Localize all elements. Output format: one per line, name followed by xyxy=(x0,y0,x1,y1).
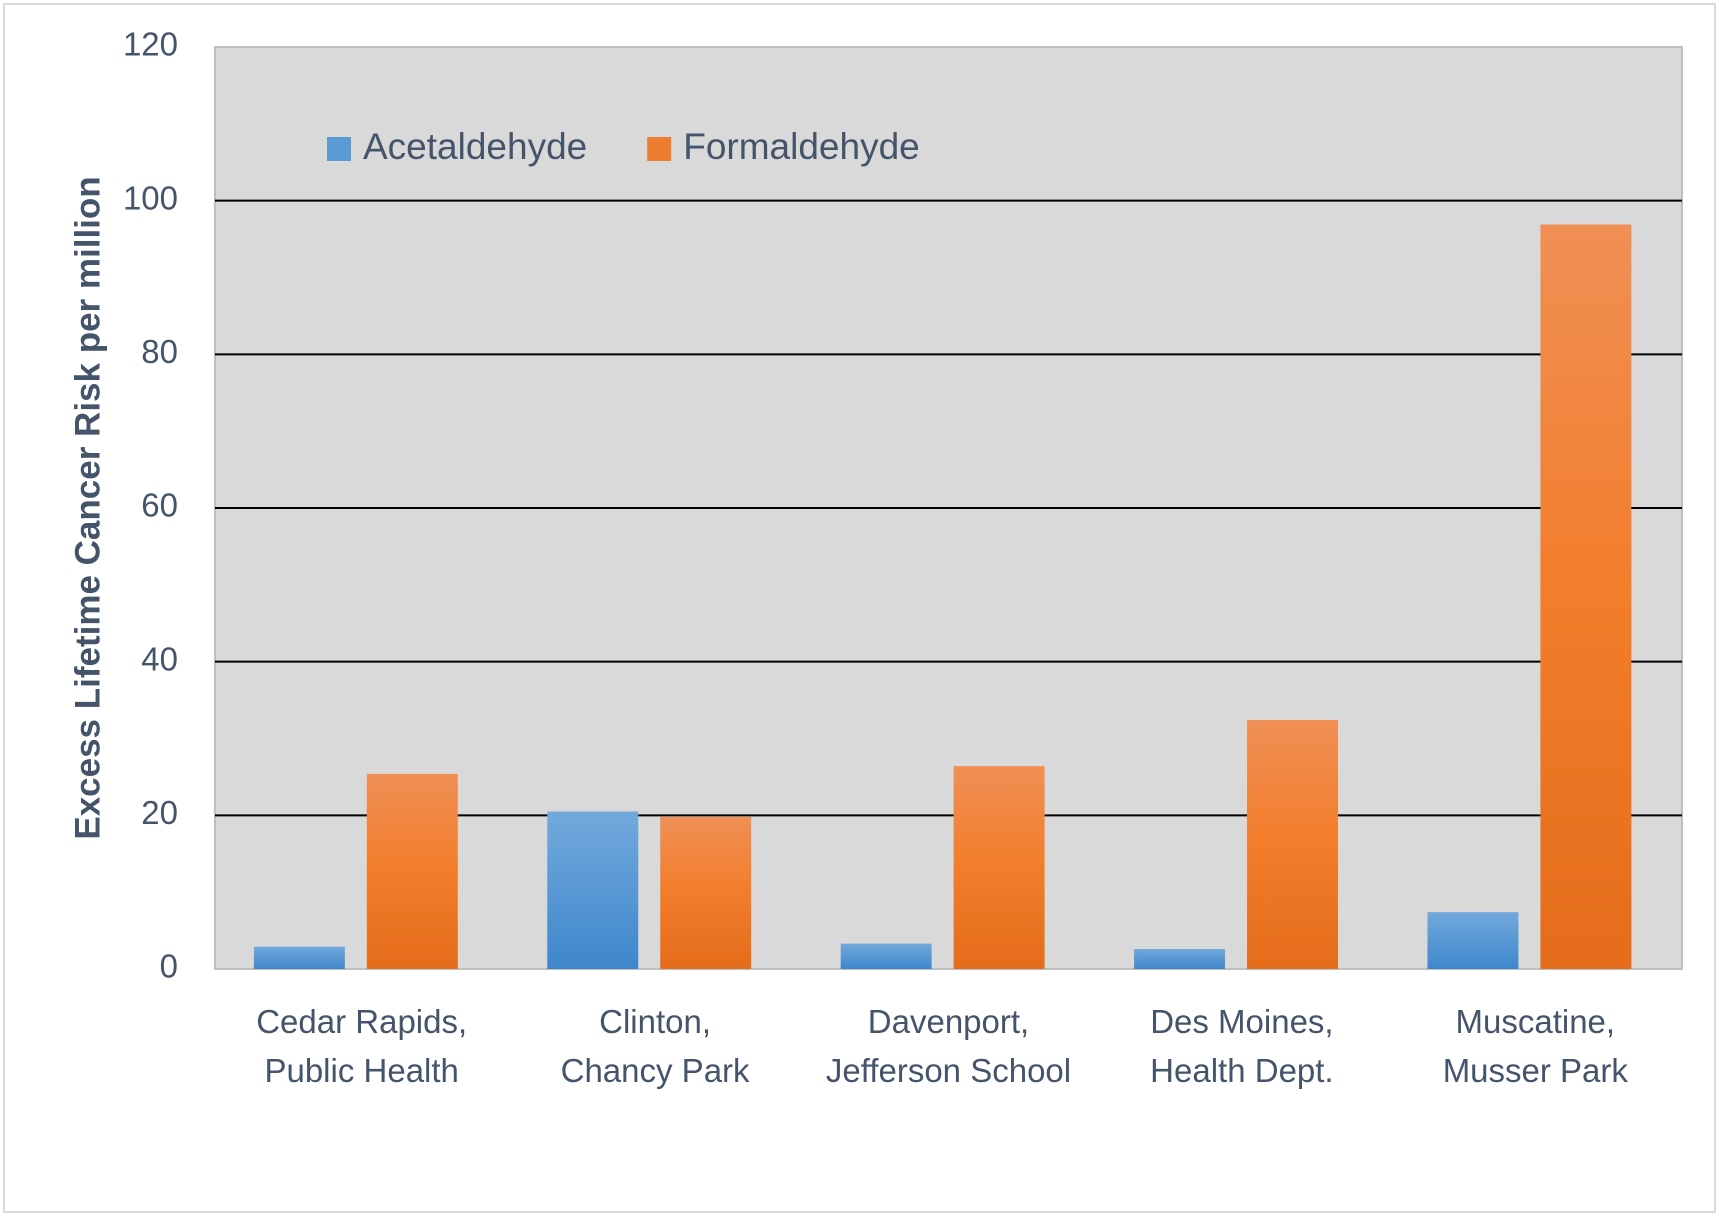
bar xyxy=(1134,949,1226,969)
legend-label: Formaldehyde xyxy=(683,126,920,167)
x-tick-label: Des Moines, Health Dept. xyxy=(1150,1003,1333,1089)
x-tick-label: Clinton, Chancy Park xyxy=(561,1003,750,1089)
y-tick-label: 80 xyxy=(141,333,178,370)
x-tick-label-line: Muscatine, xyxy=(1456,1003,1616,1040)
legend-swatch xyxy=(327,137,351,161)
y-tick-label: 120 xyxy=(123,26,178,63)
y-tick-label: 40 xyxy=(141,640,178,677)
y-tick-label: 60 xyxy=(141,487,178,524)
bar xyxy=(840,943,932,969)
bar xyxy=(1247,720,1338,969)
bar xyxy=(547,811,639,969)
y-tick-label: 0 xyxy=(160,948,178,985)
legend-label: Acetaldehyde xyxy=(363,126,587,167)
x-tick-label-line: Davenport, xyxy=(868,1003,1029,1040)
x-tick-label-line: Clinton, xyxy=(599,1003,711,1040)
x-tick-label: Cedar Rapids, Public Health xyxy=(256,1003,467,1089)
legend-swatch xyxy=(647,137,672,161)
y-tick-label: 100 xyxy=(123,179,178,216)
x-tick-label-line: Cedar Rapids, xyxy=(256,1003,467,1040)
x-tick-label-line: Chancy Park xyxy=(561,1052,750,1089)
x-tick-label-line: Des Moines, xyxy=(1150,1003,1333,1040)
y-tick-label: 20 xyxy=(141,794,178,831)
bar xyxy=(660,816,752,969)
x-tick-label: Davenport, Jefferson School xyxy=(826,1003,1071,1089)
y-axis-title: Excess Lifetime Cancer Risk per million xyxy=(68,176,107,839)
bar xyxy=(953,766,1045,969)
x-tick-label-line: Musser Park xyxy=(1443,1052,1629,1089)
x-tick-label-line: Public Health xyxy=(264,1052,458,1089)
bar xyxy=(253,946,345,969)
x-tick-label-line: Jefferson School xyxy=(826,1052,1071,1089)
x-tick-label: Muscatine, Musser Park xyxy=(1443,1003,1629,1089)
bar xyxy=(366,773,458,969)
bar xyxy=(1427,912,1519,969)
bar xyxy=(1540,224,1632,970)
x-tick-label-line: Health Dept. xyxy=(1150,1052,1333,1089)
